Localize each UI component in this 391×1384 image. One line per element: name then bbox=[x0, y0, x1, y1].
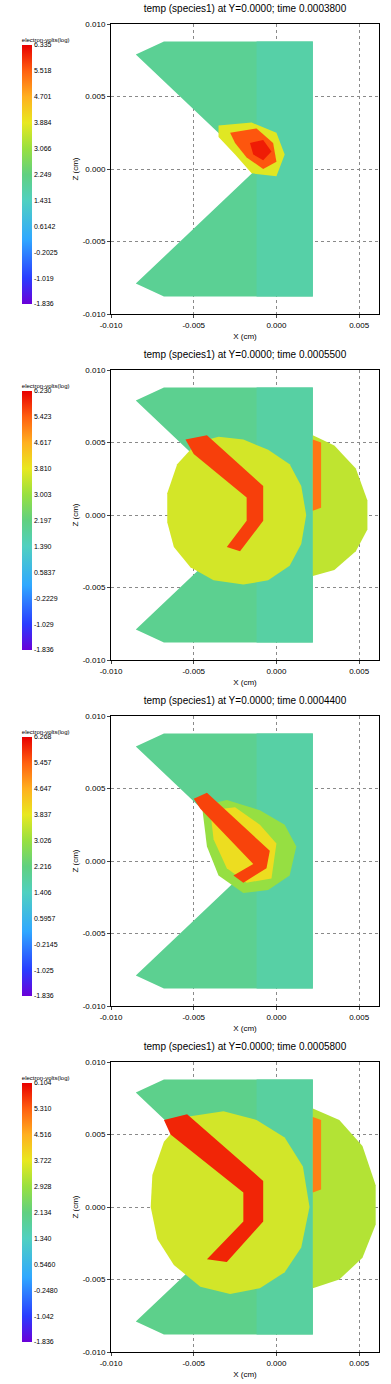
svg-text:-0.005: -0.005 bbox=[182, 321, 205, 330]
svg-text:2.249: 2.249 bbox=[34, 171, 52, 178]
svg-text:X (cm): X (cm) bbox=[233, 678, 257, 687]
svg-text:-0.2145: -0.2145 bbox=[34, 941, 58, 948]
svg-text:0.000: 0.000 bbox=[266, 667, 287, 676]
svg-text:0.010: 0.010 bbox=[85, 712, 106, 721]
svg-text:0.000: 0.000 bbox=[266, 321, 287, 330]
svg-text:-0.010: -0.010 bbox=[100, 321, 123, 330]
svg-text:0.000: 0.000 bbox=[85, 511, 106, 520]
svg-text:6.335: 6.335 bbox=[34, 41, 52, 48]
svg-text:4.701: 4.701 bbox=[34, 93, 52, 100]
svg-text:-0.005: -0.005 bbox=[182, 667, 205, 676]
svg-text:temp (species1) at Y=0.0000; t: temp (species1) at Y=0.0000; time 0.0005… bbox=[144, 349, 347, 360]
svg-text:-1.836: -1.836 bbox=[34, 300, 54, 307]
svg-text:0.010: 0.010 bbox=[85, 20, 106, 29]
svg-text:1.406: 1.406 bbox=[34, 889, 52, 896]
svg-text:-0.010: -0.010 bbox=[83, 310, 106, 319]
svg-text:-0.010: -0.010 bbox=[100, 1013, 123, 1022]
svg-text:-0.005: -0.005 bbox=[83, 1275, 106, 1284]
svg-text:0.005: 0.005 bbox=[349, 667, 370, 676]
svg-text:5.457: 5.457 bbox=[34, 759, 52, 766]
svg-text:-0.010: -0.010 bbox=[100, 1359, 123, 1368]
svg-text:Z (cm): Z (cm) bbox=[71, 503, 80, 526]
svg-text:6.230: 6.230 bbox=[34, 387, 52, 394]
svg-text:1.431: 1.431 bbox=[34, 197, 52, 204]
svg-text:0.005: 0.005 bbox=[349, 1359, 370, 1368]
svg-text:4.617: 4.617 bbox=[34, 439, 52, 446]
svg-text:-0.005: -0.005 bbox=[182, 1359, 205, 1368]
svg-text:-1.042: -1.042 bbox=[34, 1313, 54, 1320]
svg-text:-1.019: -1.019 bbox=[34, 275, 54, 282]
svg-text:1.340: 1.340 bbox=[34, 1235, 52, 1242]
svg-text:-0.2229: -0.2229 bbox=[34, 595, 58, 602]
svg-text:-0.010: -0.010 bbox=[83, 656, 106, 665]
svg-text:-0.005: -0.005 bbox=[182, 1013, 205, 1022]
svg-text:0.005: 0.005 bbox=[85, 784, 106, 793]
svg-text:2.197: 2.197 bbox=[34, 517, 52, 524]
svg-text:-1.029: -1.029 bbox=[34, 621, 54, 628]
svg-text:-0.2480: -0.2480 bbox=[34, 1287, 58, 1294]
svg-text:0.005: 0.005 bbox=[349, 1013, 370, 1022]
svg-text:0.000: 0.000 bbox=[266, 1359, 287, 1368]
svg-text:0.010: 0.010 bbox=[85, 1058, 106, 1067]
svg-text:1.390: 1.390 bbox=[34, 543, 52, 550]
svg-text:-0.005: -0.005 bbox=[83, 237, 106, 246]
svg-text:-0.2025: -0.2025 bbox=[34, 249, 58, 256]
svg-text:0.000: 0.000 bbox=[85, 857, 106, 866]
svg-text:X (cm): X (cm) bbox=[233, 1370, 257, 1379]
svg-text:4.516: 4.516 bbox=[34, 1131, 52, 1138]
svg-text:-0.005: -0.005 bbox=[83, 929, 106, 938]
svg-text:0.005: 0.005 bbox=[85, 92, 106, 101]
svg-text:3.837: 3.837 bbox=[34, 811, 52, 818]
svg-text:5.423: 5.423 bbox=[34, 413, 52, 420]
svg-text:Z (cm): Z (cm) bbox=[71, 849, 80, 872]
svg-text:-0.010: -0.010 bbox=[83, 1348, 106, 1357]
svg-text:0.000: 0.000 bbox=[266, 1013, 287, 1022]
svg-text:temp (species1) at Y=0.0000; t: temp (species1) at Y=0.0000; time 0.0004… bbox=[144, 695, 347, 706]
svg-text:2.216: 2.216 bbox=[34, 863, 52, 870]
svg-text:electron-volts(log): electron-volts(log) bbox=[22, 383, 70, 389]
svg-text:-0.010: -0.010 bbox=[100, 667, 123, 676]
svg-text:-1.836: -1.836 bbox=[34, 992, 54, 999]
svg-text:6.268: 6.268 bbox=[34, 733, 52, 740]
svg-text:electron-volts(log): electron-volts(log) bbox=[22, 37, 70, 43]
svg-text:0.000: 0.000 bbox=[85, 165, 106, 174]
svg-text:0.000: 0.000 bbox=[85, 1203, 106, 1212]
svg-text:X (cm): X (cm) bbox=[233, 1024, 257, 1033]
svg-text:3.026: 3.026 bbox=[34, 837, 52, 844]
svg-text:0.5837: 0.5837 bbox=[34, 569, 56, 576]
svg-text:-1.025: -1.025 bbox=[34, 967, 54, 974]
svg-text:0.005: 0.005 bbox=[85, 1130, 106, 1139]
svg-text:2.928: 2.928 bbox=[34, 1183, 52, 1190]
svg-text:temp (species1) at Y=0.0000; t: temp (species1) at Y=0.0000; time 0.0005… bbox=[144, 1041, 347, 1052]
svg-text:Z (cm): Z (cm) bbox=[71, 1195, 80, 1218]
svg-text:3.884: 3.884 bbox=[34, 119, 52, 126]
svg-text:Z (cm): Z (cm) bbox=[71, 157, 80, 180]
svg-text:-1.836: -1.836 bbox=[34, 1338, 54, 1345]
svg-text:electron-volts(log): electron-volts(log) bbox=[22, 1075, 70, 1081]
svg-text:5.310: 5.310 bbox=[34, 1105, 52, 1112]
svg-text:0.5460: 0.5460 bbox=[34, 1261, 56, 1268]
svg-text:0.6142: 0.6142 bbox=[34, 223, 56, 230]
svg-text:3.722: 3.722 bbox=[34, 1157, 52, 1164]
svg-text:X (cm): X (cm) bbox=[233, 332, 257, 341]
svg-text:-0.010: -0.010 bbox=[83, 1002, 106, 1011]
svg-text:6.104: 6.104 bbox=[34, 1079, 52, 1086]
svg-text:0.005: 0.005 bbox=[85, 438, 106, 447]
svg-text:3.003: 3.003 bbox=[34, 491, 52, 498]
svg-text:electron-volts(log): electron-volts(log) bbox=[22, 729, 70, 735]
svg-text:2.134: 2.134 bbox=[34, 1209, 52, 1216]
svg-text:0.5957: 0.5957 bbox=[34, 915, 56, 922]
svg-text:-1.836: -1.836 bbox=[34, 646, 54, 653]
svg-text:0.010: 0.010 bbox=[85, 366, 106, 375]
svg-text:3.066: 3.066 bbox=[34, 145, 52, 152]
svg-text:0.005: 0.005 bbox=[349, 321, 370, 330]
svg-text:3.810: 3.810 bbox=[34, 465, 52, 472]
svg-text:5.518: 5.518 bbox=[34, 67, 52, 74]
svg-text:-0.005: -0.005 bbox=[83, 583, 106, 592]
svg-text:4.647: 4.647 bbox=[34, 785, 52, 792]
svg-text:temp (species1) at Y=0.0000; t: temp (species1) at Y=0.0000; time 0.0003… bbox=[144, 3, 347, 14]
